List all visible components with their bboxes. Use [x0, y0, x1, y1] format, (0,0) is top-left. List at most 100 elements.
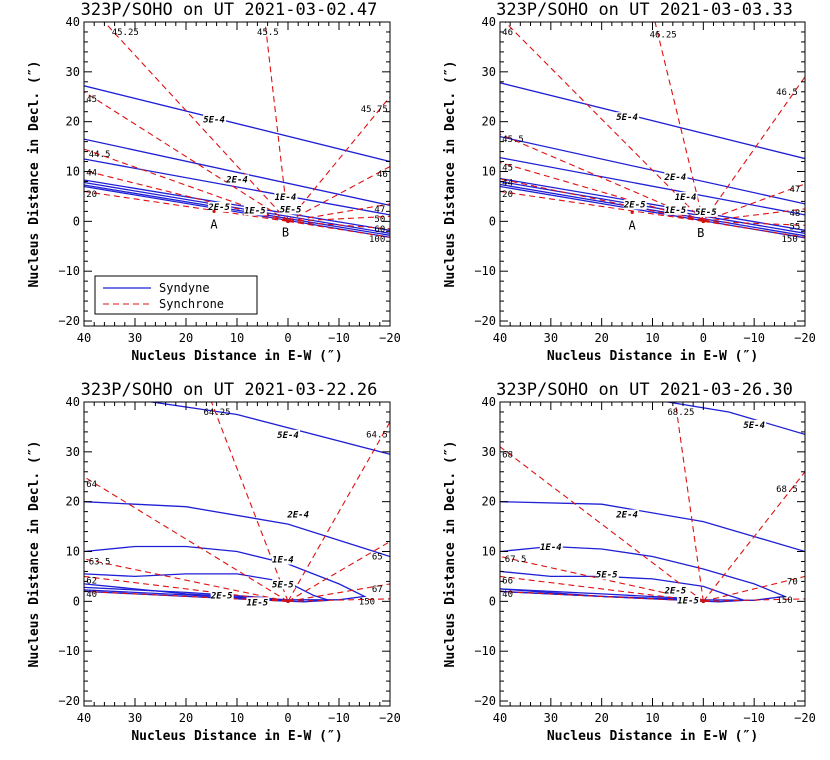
x-tick-label: −10	[743, 711, 765, 725]
synchrone-label: 40	[86, 590, 97, 600]
legend: Syndyne Synchrone	[94, 275, 258, 315]
y-tick-label: 20	[482, 115, 496, 129]
syndyne-curve	[84, 138, 390, 207]
legend-syndyne-label: Syndyne	[159, 281, 210, 295]
synchrone-label: 55	[789, 222, 800, 232]
synchrone-label: 100	[369, 235, 385, 245]
chart-panel-1: 323P/SOHO on UT 2021-03-02.47 Nucleus Dis…	[27, 0, 401, 364]
synchrone-line	[84, 575, 289, 602]
synchrone-line	[703, 598, 805, 602]
syndyne-label-bg	[208, 201, 232, 212]
marker-point	[283, 217, 288, 221]
synchrone-line	[103, 22, 289, 222]
syndyne-label-bg	[210, 590, 234, 601]
syndyne-label: 5E-5	[596, 570, 618, 580]
synchrone-line	[500, 590, 704, 602]
y-tick-label: 30	[482, 445, 496, 459]
syndyne-label: 5E-4	[203, 116, 225, 126]
y-axis-label: Nucleus Distance in Decl. (″)	[27, 61, 42, 288]
x-tick-label: 0	[284, 331, 291, 345]
nucleus-point	[701, 599, 706, 604]
y-tick-label: −20	[474, 314, 496, 328]
x-tick-label: 0	[284, 711, 291, 725]
syndyne-label-bg	[616, 112, 640, 123]
x-tick-label: 40	[493, 711, 507, 725]
y-tick-label: 40	[66, 395, 80, 409]
syndyne-label-bg	[287, 509, 311, 520]
syndyne-label-bg	[243, 205, 267, 216]
synchrone-label: 63.5	[89, 557, 111, 567]
synchrone-line	[287, 203, 390, 222]
syndyne-curve	[147, 402, 390, 455]
syndyne-label: 1E-4	[272, 555, 294, 565]
x-tick-label: 10	[645, 331, 659, 345]
synchrone-line	[264, 22, 289, 222]
y-tick-label: 0	[489, 214, 496, 228]
y-tick-label: 40	[66, 15, 80, 29]
syndyne-curve	[84, 501, 390, 558]
y-axis-label: Nucleus Distance in Decl. (″)	[443, 61, 458, 288]
synchrone-label: 60	[374, 225, 385, 235]
y-tick-label: −10	[474, 644, 496, 658]
syndyne-label: 5E-4	[616, 113, 638, 123]
x-tick-label: −20	[794, 331, 816, 345]
x-tick-label: 30	[544, 331, 558, 345]
marker-point	[630, 210, 634, 214]
synchrone-label: 68	[502, 450, 513, 460]
synchrone-label: 68.25	[667, 408, 694, 418]
synchrone-label: 45	[502, 164, 513, 174]
y-tick-label: 20	[66, 495, 80, 509]
y-tick-label: 10	[66, 165, 80, 179]
syndyne-label-bg	[623, 199, 647, 210]
syndyne-label: 2E-4	[664, 173, 687, 183]
syndyne-label-bg	[743, 419, 767, 430]
synchrone-line	[703, 220, 805, 238]
synchrone-label: 45.5	[502, 135, 524, 145]
synchrone-line	[703, 220, 805, 226]
synchrone-label: 44	[502, 178, 513, 188]
x-tick-label: −10	[743, 331, 765, 345]
x-tick-label: 40	[493, 331, 507, 345]
marker-label: B	[282, 225, 289, 239]
nucleus-point	[286, 599, 290, 604]
chart-title: 323P/SOHO on UT 2021-03-02.47	[81, 0, 378, 20]
synchrone-line	[703, 183, 805, 222]
marker-point	[699, 218, 703, 222]
x-tick-label: 20	[179, 711, 193, 725]
syndyne-curve	[84, 179, 390, 231]
synchrone-line	[84, 190, 289, 222]
chart-title: 323P/SOHO on UT 2021-03-26.30	[496, 380, 793, 400]
y-tick-label: 0	[489, 594, 496, 608]
x-tick-label: 0	[700, 711, 707, 725]
y-tick-label: 20	[66, 115, 80, 129]
syndyne-curve	[500, 180, 805, 234]
y-axis-label: Nucleus Distance in Decl. (″)	[443, 441, 458, 668]
syndyne-label-bg	[616, 509, 640, 520]
x-tick-label: 10	[230, 331, 244, 345]
synchrone-label: 150	[359, 597, 375, 607]
syndyne-curve	[84, 185, 390, 238]
y-tick-label: 10	[482, 545, 496, 559]
chart-panel-2: 323P/SOHO on UT 2021-03-03.33 Nucleus Dis…	[443, 0, 816, 364]
x-tick-label: −10	[328, 711, 350, 725]
syndyne-curve	[84, 184, 390, 236]
synchrone-label: 68.5	[776, 485, 798, 495]
syndyne-curve	[500, 183, 805, 237]
chart-panel-3: 323P/SOHO on UT 2021-03-22.26 Nucleus Dis…	[27, 380, 401, 744]
syndyne-label: 1E-4	[540, 543, 562, 553]
synchrone-line	[500, 133, 704, 222]
chart-title: 323P/SOHO on UT 2021-03-22.26	[81, 380, 378, 400]
synchrone-label: 64	[86, 480, 97, 490]
syndyne-label-bg	[246, 597, 270, 608]
y-tick-label: 0	[73, 594, 80, 608]
synchrone-label: 46	[502, 28, 513, 38]
synchrone-line	[84, 148, 289, 222]
chart-panel-4: 323P/SOHO on UT 2021-03-26.30 Nucleus Dis…	[443, 380, 816, 744]
synchrone-line	[84, 558, 289, 602]
synchrone-line	[674, 402, 704, 602]
synchrone-label: 67	[372, 585, 383, 595]
syndyne-label: 1E-4	[675, 193, 697, 203]
synchrone-label: 62	[86, 576, 97, 586]
x-tick-label: 40	[77, 711, 91, 725]
